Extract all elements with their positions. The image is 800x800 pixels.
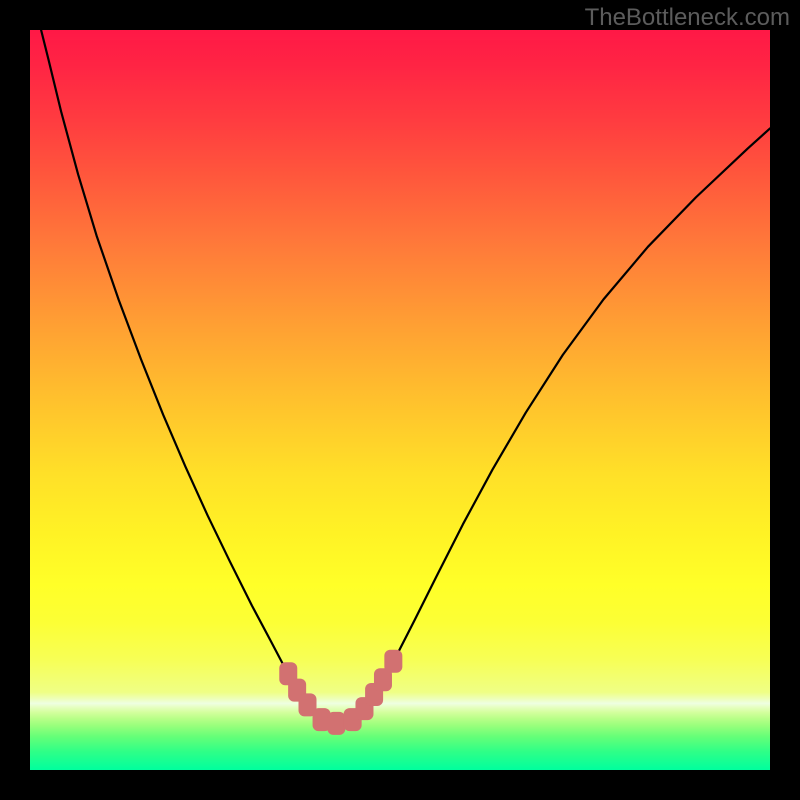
watermark-text: TheBottleneck.com [585, 4, 790, 32]
marker-pill [327, 712, 345, 735]
marker-pill [384, 650, 402, 673]
